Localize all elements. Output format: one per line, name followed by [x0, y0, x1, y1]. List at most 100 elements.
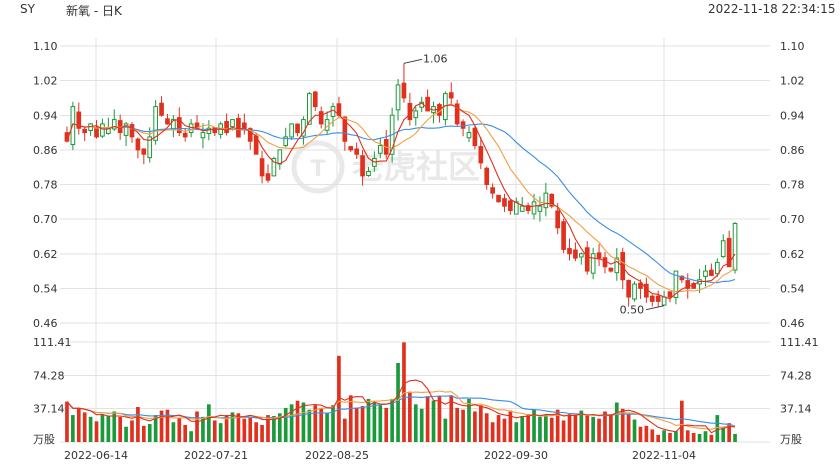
volume-bar[interactable]: [136, 406, 140, 442]
volume-bar[interactable]: [177, 417, 182, 442]
volume-bar[interactable]: [130, 420, 134, 442]
volume-bar[interactable]: [691, 433, 696, 442]
volume-bar[interactable]: [283, 407, 288, 442]
candle[interactable]: [147, 127, 153, 163]
candle[interactable]: [366, 166, 371, 177]
candle[interactable]: [502, 193, 507, 213]
volume-bar[interactable]: [502, 418, 507, 442]
volume-bar[interactable]: [218, 423, 223, 442]
candle[interactable]: [76, 102, 82, 135]
candle[interactable]: [188, 119, 194, 138]
volume-bar[interactable]: [680, 400, 684, 442]
volume-bar[interactable]: [301, 402, 306, 442]
volume-bar[interactable]: [603, 411, 607, 442]
candle[interactable]: [602, 252, 608, 274]
candle[interactable]: [549, 193, 555, 209]
candle[interactable]: [94, 120, 99, 139]
volume-bar[interactable]: [644, 425, 649, 442]
volume-bar[interactable]: [561, 420, 566, 442]
volume-bar[interactable]: [585, 415, 590, 442]
volume-bar[interactable]: [573, 415, 578, 442]
candle[interactable]: [354, 142, 359, 159]
volume-bar[interactable]: [118, 416, 122, 442]
volume-bar[interactable]: [620, 408, 625, 442]
candle[interactable]: [70, 101, 76, 151]
volume-bar[interactable]: [82, 412, 87, 442]
volume-bar[interactable]: [609, 414, 613, 442]
candle[interactable]: [513, 197, 519, 215]
volume-bar[interactable]: [295, 400, 300, 442]
volume-bar[interactable]: [248, 417, 253, 442]
volume-bar[interactable]: [348, 395, 353, 442]
candle[interactable]: [88, 123, 93, 136]
volume-bar[interactable]: [242, 418, 247, 442]
volume-bar[interactable]: [650, 429, 655, 442]
candle[interactable]: [567, 238, 572, 261]
volume-bar[interactable]: [402, 342, 406, 442]
volume-bar[interactable]: [289, 404, 294, 442]
candle[interactable]: [484, 166, 490, 190]
volume-bar[interactable]: [449, 395, 454, 442]
candle[interactable]: [490, 183, 495, 199]
candle[interactable]: [584, 241, 590, 275]
candle[interactable]: [638, 279, 643, 299]
candle[interactable]: [348, 145, 354, 152]
candle[interactable]: [626, 279, 631, 307]
volume-bar[interactable]: [549, 417, 554, 442]
candle[interactable]: [395, 79, 401, 121]
volume-bar[interactable]: [384, 407, 389, 442]
volume-bar[interactable]: [390, 398, 394, 442]
volume-bar[interactable]: [319, 407, 324, 442]
volume-bar[interactable]: [147, 424, 152, 442]
candle[interactable]: [561, 218, 566, 254]
candle[interactable]: [573, 242, 578, 262]
volume-bar[interactable]: [106, 415, 111, 442]
candle[interactable]: [578, 252, 584, 265]
candle[interactable]: [519, 196, 525, 212]
volume-bar[interactable]: [538, 416, 542, 442]
candle[interactable]: [448, 82, 454, 104]
candle[interactable]: [271, 156, 277, 177]
candle[interactable]: [135, 137, 141, 159]
volume-bar[interactable]: [467, 398, 471, 442]
candle[interactable]: [401, 63, 407, 103]
volume-bar[interactable]: [514, 422, 519, 442]
volume-bar[interactable]: [614, 402, 619, 442]
candle[interactable]: [431, 101, 436, 124]
candle[interactable]: [407, 92, 413, 126]
volume-bar[interactable]: [266, 415, 270, 442]
volume-bar[interactable]: [685, 430, 690, 442]
volume-bar[interactable]: [343, 418, 347, 442]
volume-bar[interactable]: [431, 400, 436, 442]
volume-bar[interactable]: [721, 427, 726, 442]
volume-bar[interactable]: [331, 405, 335, 442]
candle[interactable]: [360, 149, 365, 186]
volume-bar[interactable]: [236, 413, 241, 442]
candle[interactable]: [661, 290, 667, 306]
candle[interactable]: [590, 247, 596, 280]
candle[interactable]: [720, 234, 726, 259]
volume-bar[interactable]: [668, 433, 672, 442]
volume-bar[interactable]: [366, 398, 371, 442]
volume-bar[interactable]: [230, 412, 235, 442]
volume-bar[interactable]: [532, 409, 536, 442]
volume-bar[interactable]: [207, 404, 211, 442]
candle[interactable]: [241, 113, 247, 135]
volume-bar[interactable]: [425, 396, 430, 442]
volume-bar[interactable]: [372, 402, 377, 442]
volume-bar[interactable]: [408, 391, 412, 442]
volume-bar[interactable]: [201, 416, 205, 442]
candle[interactable]: [106, 117, 111, 135]
volume-bar[interactable]: [484, 413, 489, 442]
candle[interactable]: [655, 290, 661, 308]
candle[interactable]: [265, 164, 271, 183]
candle[interactable]: [289, 123, 294, 140]
volume-bar[interactable]: [473, 411, 477, 442]
volume-bar[interactable]: [437, 396, 442, 442]
volume-bar[interactable]: [88, 416, 93, 442]
volume-bar[interactable]: [697, 433, 702, 442]
candle[interactable]: [165, 113, 170, 125]
candle[interactable]: [496, 194, 501, 203]
volume-bar[interactable]: [183, 424, 188, 442]
